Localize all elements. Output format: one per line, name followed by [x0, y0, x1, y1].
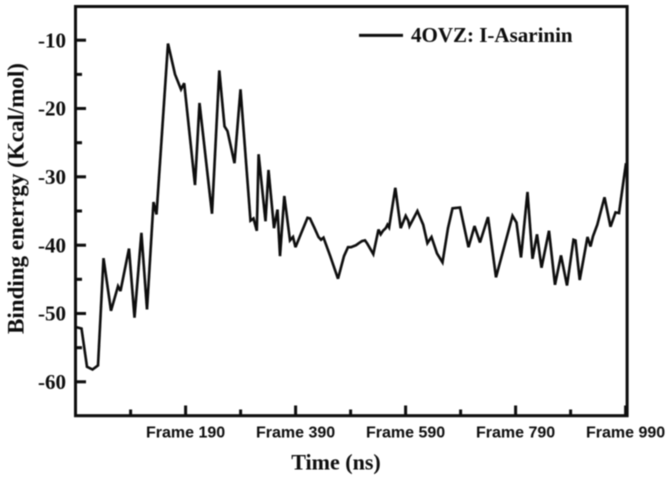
svg-text:Frame 390: Frame 390 — [256, 424, 335, 441]
svg-text:-40: -40 — [38, 233, 66, 257]
svg-text:Frame 190: Frame 190 — [146, 424, 225, 441]
svg-text:-10: -10 — [38, 28, 66, 52]
svg-text:-60: -60 — [38, 370, 66, 394]
svg-text:-20: -20 — [38, 97, 66, 121]
svg-text:-30: -30 — [38, 165, 66, 189]
svg-text:Frame 990: Frame 990 — [586, 424, 665, 441]
svg-text:4OVZ: I-Asarinin: 4OVZ: I-Asarinin — [411, 23, 573, 47]
svg-text:Frame 590: Frame 590 — [366, 424, 445, 441]
svg-text:Frame 790: Frame 790 — [476, 424, 555, 441]
svg-text:-50: -50 — [38, 302, 66, 326]
svg-text:Time (ns): Time (ns) — [291, 450, 380, 475]
svg-text:Binding enerrgy (Kcal/mol): Binding enerrgy (Kcal/mol) — [4, 63, 29, 334]
